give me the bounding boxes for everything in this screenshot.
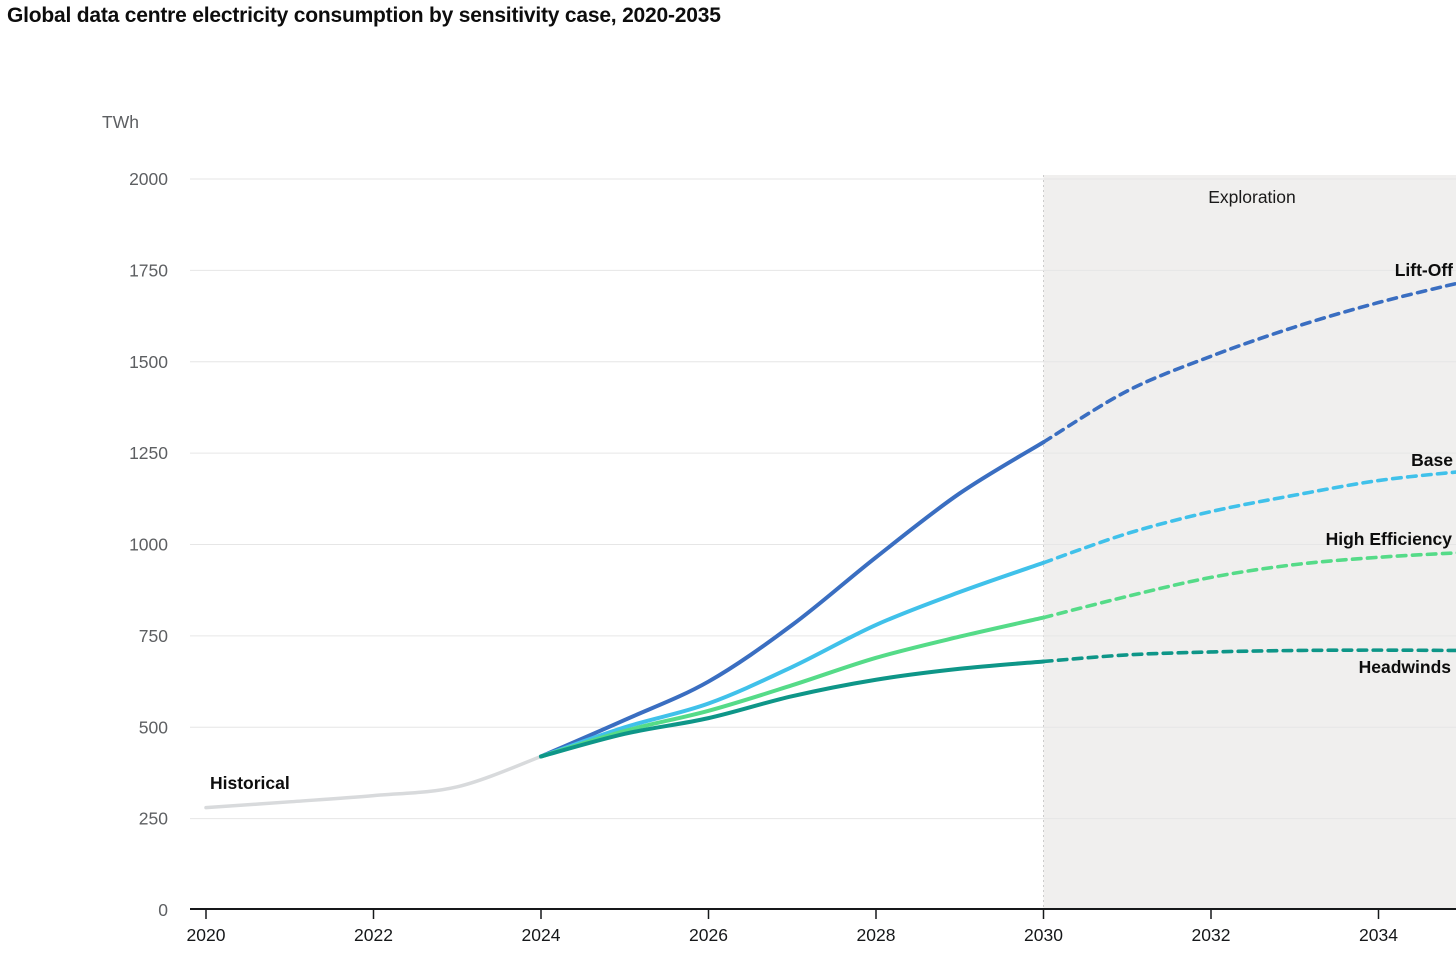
x-axis-tick-label: 2022 (354, 925, 393, 945)
series-label-base: Base (1411, 450, 1453, 470)
series-line-base (539, 560, 1046, 759)
series-line-base-projection (1041, 470, 1456, 565)
y-axis-unit-label: TWh (102, 112, 139, 132)
exploration-region (1043, 175, 1456, 909)
x-axis-tick-label: 2020 (187, 925, 226, 945)
x-axis-tick-label: 2028 (857, 925, 896, 945)
y-axis-tick-label: 250 (139, 809, 168, 829)
series-label-headwinds: Headwinds (1358, 657, 1451, 677)
series-line-headwinds (539, 659, 1046, 759)
series-line-lift-off (539, 440, 1046, 759)
series-line-high-efficiency (539, 615, 1046, 759)
x-axis-tick-label: 2026 (689, 925, 728, 945)
series-line-lift-off-projection (1041, 281, 1456, 444)
y-axis-tick-label: 2000 (129, 169, 168, 189)
y-axis-tick-label: 1750 (129, 260, 168, 280)
y-axis-tick-label: 500 (139, 717, 168, 737)
y-axis-tick-label: 1250 (129, 443, 168, 463)
series-label-historical: Historical (210, 773, 290, 793)
x-axis-tick-label: 2032 (1192, 925, 1231, 945)
series-line-headwinds-projection (1041, 648, 1456, 664)
series-line-historical (204, 754, 543, 810)
y-axis-tick-label: 1500 (129, 352, 168, 372)
series-line-high-efficiency-projection (1041, 551, 1456, 620)
y-axis-tick-label: 1000 (129, 535, 168, 555)
x-axis-tick-label: 2034 (1359, 925, 1398, 945)
y-axis-tick-label: 0 (158, 900, 168, 920)
series-label-high-efficiency: High Efficiency (1325, 529, 1452, 549)
x-axis-tick-label: 2030 (1024, 925, 1063, 945)
chart-title: Global data centre electricity consumpti… (7, 4, 721, 27)
series-label-lift-off: Lift-Off (1394, 260, 1453, 280)
y-axis-tick-label: 750 (139, 626, 168, 646)
exploration-label: Exploration (1208, 187, 1296, 207)
x-axis-tick-label: 2024 (522, 925, 561, 945)
